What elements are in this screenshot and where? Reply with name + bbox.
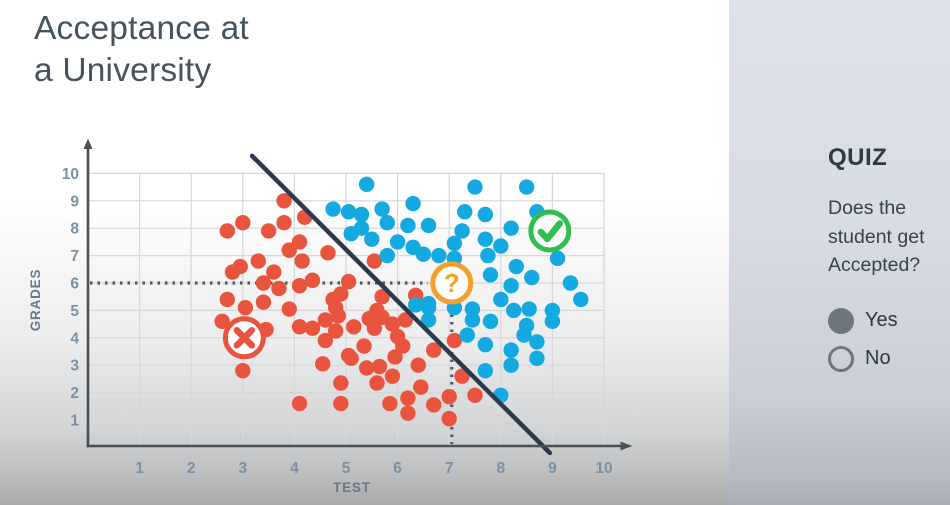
quiz-question: Does the student get Accepted? xyxy=(828,194,950,280)
quiz-option-yes-label: Yes xyxy=(865,309,898,331)
quiz-question-line1: Does the xyxy=(828,197,907,219)
svg-text:3: 3 xyxy=(70,358,79,375)
svg-text:1: 1 xyxy=(70,413,79,430)
quiz-question-line2: student get xyxy=(828,225,925,248)
quiz-options: Yes No xyxy=(828,307,950,372)
svg-text:4: 4 xyxy=(290,460,299,477)
y-axis-title: GRADES xyxy=(28,269,43,332)
quiz-panel: QUIZ Does the student get Accepted? Yes … xyxy=(729,0,950,505)
svg-text:2: 2 xyxy=(187,460,196,477)
slide-title: Acceptance at a University xyxy=(34,8,249,92)
svg-text:5: 5 xyxy=(70,303,79,320)
slide-title-line1: Acceptance at xyxy=(34,10,249,47)
quiz-question-line3: Accepted? xyxy=(828,254,921,276)
svg-text:?: ? xyxy=(444,268,460,298)
quiz-option-no[interactable]: No xyxy=(828,345,950,372)
svg-text:9: 9 xyxy=(548,460,557,477)
svg-text:9: 9 xyxy=(70,193,79,210)
radio-filled-icon[interactable] xyxy=(828,307,854,334)
svg-text:10: 10 xyxy=(62,166,79,183)
quiz-option-no-label: No xyxy=(865,347,891,369)
svg-text:8: 8 xyxy=(496,460,505,477)
radio-hollow-icon[interactable] xyxy=(828,345,854,372)
svg-text:4: 4 xyxy=(70,330,79,347)
slide-title-line2: a University xyxy=(34,52,212,89)
svg-text:6: 6 xyxy=(70,276,79,293)
quiz-heading: QUIZ xyxy=(828,144,888,171)
svg-text:3: 3 xyxy=(238,460,247,477)
svg-text:1: 1 xyxy=(135,460,144,477)
svg-text:10: 10 xyxy=(595,460,612,477)
svg-text:8: 8 xyxy=(70,221,79,238)
svg-text:7: 7 xyxy=(445,460,454,477)
svg-text:7: 7 xyxy=(70,248,79,265)
svg-text:5: 5 xyxy=(342,460,351,477)
svg-text:6: 6 xyxy=(393,460,402,477)
svg-text:2: 2 xyxy=(70,385,79,402)
quiz-option-yes[interactable]: Yes xyxy=(828,307,950,334)
acceptance-scatter-chart: ? 1 2 3 4 5 6 7 8 9 10 1 2 3 4 5 6 7 8 9 10 GRADES TEST xyxy=(28,138,633,495)
x-axis-title: TEST xyxy=(333,480,371,495)
